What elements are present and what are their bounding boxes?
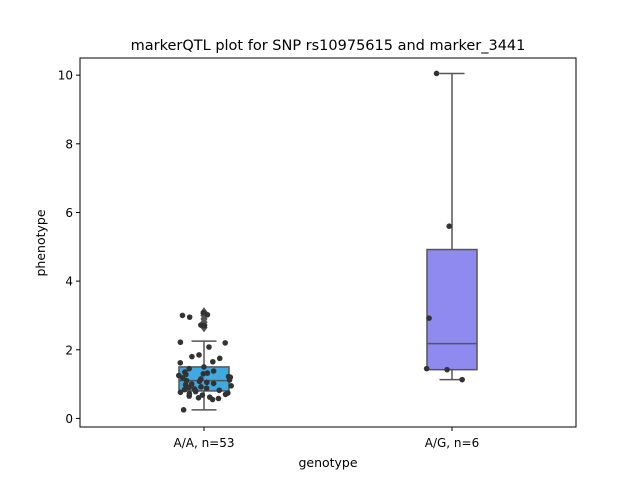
category-1-point-11 — [189, 353, 195, 360]
x-tick-label-2: A/G, n=6 — [425, 436, 479, 450]
category-2-point-3 — [426, 315, 432, 321]
y-tick-label-10: 10 — [58, 69, 73, 83]
axes: 0 2 4 6 8 10 A/A, n=53 A/G, n=6 — [58, 69, 480, 450]
y-tick-label-6: 6 — [65, 206, 73, 220]
category-2-point-1 — [433, 70, 440, 77]
category-1-point-14 — [177, 360, 184, 366]
category-1-point-47 — [199, 392, 206, 398]
x-axis-label: genotype — [298, 455, 357, 470]
category-1-point-16 — [186, 365, 192, 372]
category-2-point-6 — [459, 376, 465, 383]
category-1-point-46 — [222, 391, 229, 398]
category-1-point-3 — [179, 312, 186, 319]
y-axis-label: phenotype — [33, 209, 48, 276]
x-tick-label-1: A/A, n=53 — [173, 436, 234, 450]
category-1-point-35 — [198, 384, 204, 390]
category-1-point-50 — [195, 395, 202, 401]
category-1-point-31 — [210, 380, 217, 387]
category-1-point-52 — [209, 396, 216, 403]
category-1-point-17 — [210, 368, 217, 374]
y-tick-label-4: 4 — [65, 275, 73, 289]
category-1-point-39 — [181, 386, 188, 393]
category-1-point-8 — [222, 340, 229, 346]
category-1-point-29 — [196, 378, 203, 385]
category-1-point-20 — [200, 370, 207, 377]
category-1-point-36 — [186, 384, 192, 391]
category-1-point-27 — [226, 377, 233, 383]
category-1-point-12 — [216, 355, 223, 362]
category-1-point-37 — [203, 385, 210, 392]
y-tick-label-8: 8 — [65, 137, 73, 151]
plot-frame — [79, 57, 577, 428]
category-1-point-30 — [204, 379, 210, 386]
chart-title: markerQTL plot for SNP rs10975615 and ma… — [131, 38, 526, 54]
category-1-point-51 — [215, 395, 222, 402]
category-2-point-5 — [444, 366, 450, 373]
category-1-point-2 — [204, 311, 211, 318]
category-1-point-43 — [177, 389, 184, 396]
category-2-box — [426, 248, 478, 371]
category-1-point-9 — [206, 344, 212, 350]
category-1-point-10 — [196, 352, 202, 358]
category-1-point-13 — [210, 358, 216, 365]
category-1-point-4 — [186, 314, 193, 320]
plot-area — [176, 70, 478, 413]
category-1-point-48 — [186, 393, 193, 399]
category-1-point-53 — [180, 407, 187, 413]
category-1-point-7 — [177, 339, 184, 346]
y-tick-label-2: 2 — [65, 343, 73, 357]
category-2-point-2 — [446, 223, 453, 229]
y-tick-label-0: 0 — [65, 412, 73, 426]
category-1-point-6 — [201, 322, 208, 329]
category-1-point-15 — [201, 364, 207, 370]
category-2-point-4 — [423, 365, 430, 372]
category-1-point-42 — [192, 388, 199, 395]
category-1-point-40 — [216, 387, 223, 394]
category-1-point-34 — [228, 383, 234, 389]
